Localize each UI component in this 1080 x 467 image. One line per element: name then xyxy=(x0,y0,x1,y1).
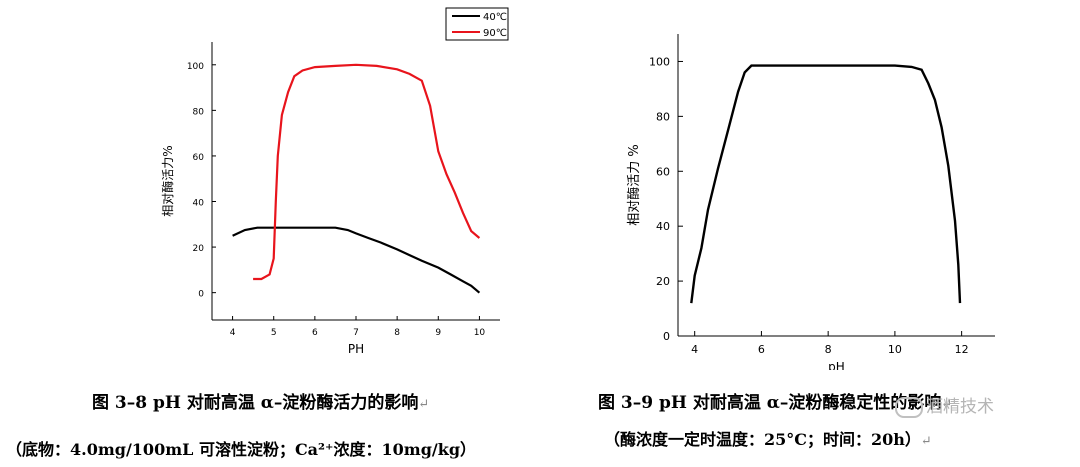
return-mark: ↵ xyxy=(920,434,932,449)
return-mark: ↵ xyxy=(418,397,430,412)
watermark: 酒精技术 xyxy=(895,392,994,418)
x-tick-label: 6 xyxy=(758,343,765,356)
legend: 40℃ 90℃ xyxy=(445,7,509,41)
figure-3-9-note-text: （酶浓度一定时温度：25°C；时间：20h） xyxy=(604,430,921,449)
x-tick-label: 4 xyxy=(691,343,698,356)
y-tick-label: 100 xyxy=(187,62,204,72)
y-axis-label: 相对酶活力% xyxy=(160,145,175,216)
legend-label-90: 90℃ xyxy=(483,28,507,39)
x-tick-label: 8 xyxy=(394,328,400,338)
series-line-40c xyxy=(232,226,481,294)
y-axis-ticks: 0 20 40 60 80 100 xyxy=(649,55,683,343)
figure-3-8-caption: 图 3–8 pH 对耐高温 α–淀粉酶活力的影响↵ xyxy=(92,388,429,413)
x-tick-label: 9 xyxy=(435,328,441,338)
y-tick-label: 100 xyxy=(649,55,670,68)
y-tick-label: 80 xyxy=(656,110,670,123)
x-axis-label: pH xyxy=(828,360,845,370)
y-tick-label: 80 xyxy=(193,107,205,117)
stability-chart: 0 20 40 60 80 100 4 6 8 10 12 pH 相对酶活力 % xyxy=(626,34,995,370)
y-tick-label: 20 xyxy=(193,244,205,254)
y-tick-label: 40 xyxy=(193,199,205,209)
activity-chart: 40℃ 90℃ 0 20 40 60 80 100 4 5 6 7 8 9 10 PH 相对酶活力% xyxy=(160,7,509,356)
figure-3-9-note: （酶浓度一定时温度：25°C；时间：20h）↵ xyxy=(604,426,932,450)
legend-label-40: 40℃ xyxy=(483,12,507,23)
x-tick-label: 8 xyxy=(825,343,832,356)
figure-3-8-caption-text: 图 3–8 pH 对耐高温 α–淀粉酶活力的影响 xyxy=(92,393,419,413)
x-tick-label: 6 xyxy=(312,328,318,338)
y-tick-label: 40 xyxy=(656,220,670,233)
x-tick-label: 5 xyxy=(271,328,277,338)
y-tick-label: 20 xyxy=(656,275,670,288)
y-axis-label: 相对酶活力 % xyxy=(626,144,642,226)
x-tick-label: 10 xyxy=(888,343,902,356)
x-tick-label: 12 xyxy=(955,343,969,356)
watermark-text: 酒精技术 xyxy=(926,397,994,417)
figure-3-9-caption-text: 图 3–9 pH 对耐高温 α–淀粉酶稳定性的影响 xyxy=(598,393,942,413)
x-tick-label: 10 xyxy=(474,328,486,338)
y-tick-label: 60 xyxy=(656,165,670,178)
y-tick-label: 60 xyxy=(193,153,205,163)
series-line-stability xyxy=(690,64,962,304)
series-line-90c xyxy=(253,63,481,281)
return-mark: ↵ xyxy=(941,397,953,412)
x-tick-label: 7 xyxy=(353,328,359,338)
x-axis-label: PH xyxy=(348,342,364,356)
legend-box xyxy=(445,7,509,41)
x-tick-label: 4 xyxy=(230,328,236,338)
y-axis-ticks: 0 20 40 60 80 100 xyxy=(187,62,216,300)
figure-3-9-caption: 图 3–9 pH 对耐高温 α–淀粉酶稳定性的影响↵ xyxy=(598,388,952,413)
figure-3-8-note: （底物：4.0mg/100mL 可溶性淀粉；Ca²⁺浓度：10mg/kg） xyxy=(6,436,476,460)
wechat-icon xyxy=(895,396,923,418)
y-tick-label: 0 xyxy=(663,330,670,343)
x-axis-ticks: 4 5 6 7 8 9 10 xyxy=(230,316,486,338)
figure-3-8-note-text: （底物：4.0mg/100mL 可溶性淀粉；Ca²⁺浓度：10mg/kg） xyxy=(6,440,477,459)
x-axis-ticks: 4 6 8 10 12 xyxy=(691,331,969,356)
y-tick-label: 0 xyxy=(198,290,204,300)
